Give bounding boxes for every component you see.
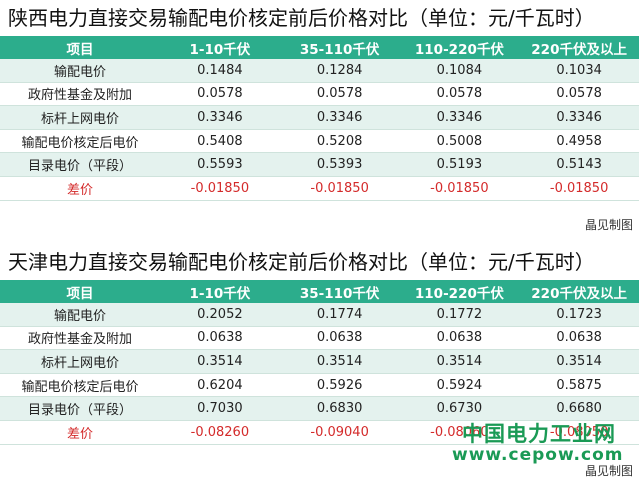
- table-row: 政府性基金及附加 0.0638 0.0638 0.0638 0.0638: [0, 326, 639, 351]
- table-cell: 0.6680: [519, 396, 639, 421]
- row-label: 输配电价核定后电价: [0, 373, 160, 398]
- table-cell: 0.5143: [519, 152, 639, 177]
- table-cell: 0.1034: [519, 59, 639, 83]
- table-row: 目录电价（平段） 0.7030 0.6830 0.6730 0.6680: [0, 396, 639, 421]
- header-cell: 35-110千伏: [279, 36, 400, 59]
- table-cell: 0.3346: [279, 105, 400, 130]
- table-cell: 0.7030: [160, 396, 280, 421]
- table-cell: 0.3346: [160, 105, 280, 130]
- table-header-row: 项目 1-10千伏 35-110千伏 110-220千伏 220千伏及以上: [0, 280, 639, 303]
- table-cell: 0.6830: [279, 396, 400, 421]
- row-label: 政府性基金及附加: [0, 82, 160, 107]
- table-cell: 0.0578: [519, 82, 639, 107]
- table-row: 政府性基金及附加 0.0578 0.0578 0.0578 0.0578: [0, 82, 639, 107]
- table-cell: 0.5926: [279, 373, 400, 398]
- table-cell: 0.5193: [399, 152, 520, 177]
- table-header-row: 项目 1-10千伏 35-110千伏 110-220千伏 220千伏及以上: [0, 36, 639, 59]
- table-title: 天津电力直接交易输配电价核定前后价格对比（单位：元/千瓦时）: [8, 250, 595, 274]
- table-cell: 0.5008: [399, 129, 520, 154]
- table-row: 目录电价（平段） 0.5593 0.5393 0.5193 0.5143: [0, 152, 639, 177]
- table-cell: 0.3346: [399, 105, 520, 130]
- table-cell: 0.5393: [279, 152, 400, 177]
- table-cell: 0.6730: [399, 396, 520, 421]
- source-credit: 晶见制图: [584, 464, 633, 478]
- table-cell: 0.3514: [519, 349, 639, 374]
- table-cell: 0.0638: [519, 326, 639, 351]
- table-cell: 0.5924: [399, 373, 520, 398]
- table-cell: -0.08060: [399, 420, 520, 445]
- header-cell: 项目: [0, 36, 160, 59]
- row-label: 差价: [0, 420, 160, 445]
- table-cell: 0.1774: [279, 303, 400, 327]
- table-cell: 0.3346: [519, 105, 639, 130]
- table-cell: -0.08260: [160, 420, 280, 445]
- table-cell: 0.5593: [160, 152, 280, 177]
- header-cell: 220千伏及以上: [519, 280, 639, 303]
- table-cell: 0.0638: [160, 326, 280, 351]
- header-cell: 110-220千伏: [399, 36, 520, 59]
- table-cell: -0.01850: [399, 176, 520, 201]
- table-row: 输配电价核定后电价 0.5408 0.5208 0.5008 0.4958: [0, 129, 639, 154]
- table-cell: -0.01850: [160, 176, 280, 201]
- table-cell: 0.0638: [279, 326, 400, 351]
- table-title: 陕西电力直接交易输配电价核定前后价格对比（单位：元/千瓦时）: [8, 6, 595, 30]
- table-row: 输配电价 0.2052 0.1774 0.1772 0.1723: [0, 303, 639, 327]
- header-cell: 项目: [0, 280, 160, 303]
- table-row: 输配电价核定后电价 0.6204 0.5926 0.5924 0.5875: [0, 373, 639, 398]
- row-label: 标杆上网电价: [0, 105, 160, 130]
- table-cell: 0.2052: [160, 303, 280, 327]
- table-cell: -0.08050: [519, 420, 639, 445]
- header-cell: 1-10千伏: [160, 36, 280, 59]
- shaanxi-table-block: 陕西电力直接交易输配电价核定前后价格对比（单位：元/千瓦时） 项目 1-10千伏…: [0, 0, 639, 232]
- table-cell: 0.3514: [279, 349, 400, 374]
- source-credit: 晶见制图: [584, 218, 633, 232]
- table-cell: 0.6204: [160, 373, 280, 398]
- price-comparison-table: 项目 1-10千伏 35-110千伏 110-220千伏 220千伏及以上 输配…: [0, 36, 639, 201]
- row-label: 输配电价: [0, 303, 160, 327]
- table-cell: 0.1772: [399, 303, 520, 327]
- table-cell: 0.5875: [519, 373, 639, 398]
- table-cell: 0.1484: [160, 59, 280, 83]
- row-label: 政府性基金及附加: [0, 326, 160, 351]
- table-cell: 0.5208: [279, 129, 400, 154]
- table-cell: -0.01850: [519, 176, 639, 201]
- header-cell: 110-220千伏: [399, 280, 520, 303]
- watermark-url: www.cepow.com: [452, 445, 624, 465]
- table-cell: 0.1084: [399, 59, 520, 83]
- table-cell: 0.0578: [399, 82, 520, 107]
- table-cell: 0.0578: [279, 82, 400, 107]
- table-cell: 0.1723: [519, 303, 639, 327]
- tianjin-table-block: 天津电力直接交易输配电价核定前后价格对比（单位：元/千瓦时） 项目 1-10千伏…: [0, 244, 639, 478]
- difference-row: 差价 -0.01850 -0.01850 -0.01850 -0.01850: [0, 176, 639, 201]
- table-cell: -0.01850: [279, 176, 400, 201]
- header-cell: 220千伏及以上: [519, 36, 639, 59]
- table-row: 标杆上网电价 0.3514 0.3514 0.3514 0.3514: [0, 349, 639, 374]
- table-cell: -0.09040: [279, 420, 400, 445]
- row-label: 目录电价（平段）: [0, 152, 160, 177]
- row-label: 输配电价核定后电价: [0, 129, 160, 154]
- row-label: 标杆上网电价: [0, 349, 160, 374]
- header-cell: 1-10千伏: [160, 280, 280, 303]
- difference-row: 差价 -0.08260 -0.09040 -0.08060 -0.08050: [0, 420, 639, 445]
- row-label: 输配电价: [0, 59, 160, 83]
- table-cell: 0.1284: [279, 59, 400, 83]
- table-cell: 0.4958: [519, 129, 639, 154]
- table-row: 标杆上网电价 0.3346 0.3346 0.3346 0.3346: [0, 105, 639, 130]
- table-row: 输配电价 0.1484 0.1284 0.1084 0.1034: [0, 59, 639, 83]
- header-cell: 35-110千伏: [279, 280, 400, 303]
- table-cell: 0.3514: [399, 349, 520, 374]
- table-cell: 0.0638: [399, 326, 520, 351]
- table-cell: 0.0578: [160, 82, 280, 107]
- table-cell: 0.5408: [160, 129, 280, 154]
- row-label: 目录电价（平段）: [0, 396, 160, 421]
- price-comparison-table: 项目 1-10千伏 35-110千伏 110-220千伏 220千伏及以上 输配…: [0, 280, 639, 445]
- watermark-name: 中国电力工业网: [462, 422, 616, 446]
- table-cell: 0.3514: [160, 349, 280, 374]
- row-label: 差价: [0, 176, 160, 201]
